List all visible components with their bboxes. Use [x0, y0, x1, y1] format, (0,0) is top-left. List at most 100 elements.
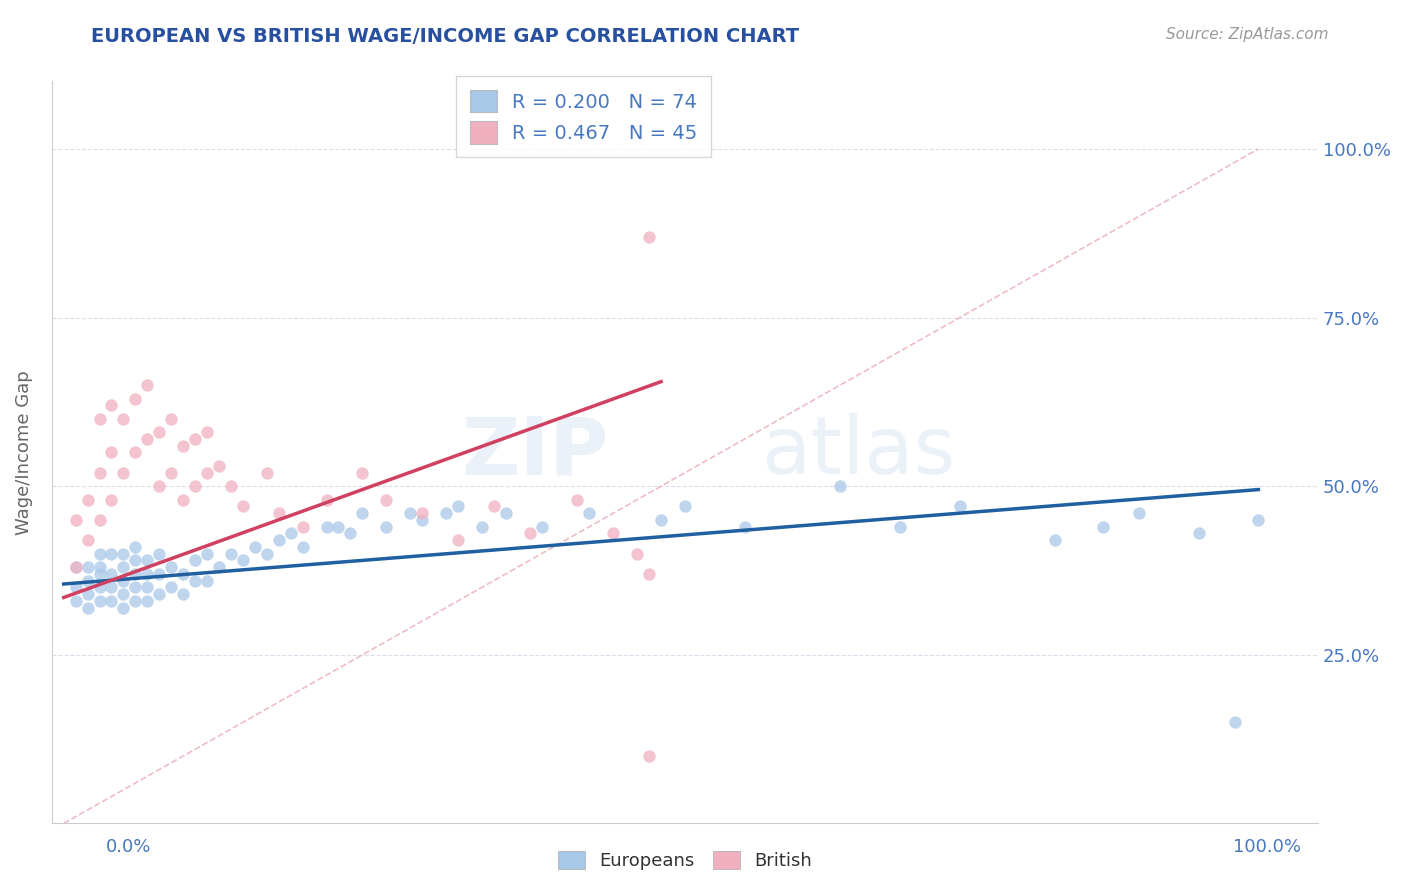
Point	[328, 519, 350, 533]
Point	[1188, 526, 1211, 541]
Point	[89, 560, 111, 574]
Point	[65, 560, 87, 574]
Point	[352, 466, 374, 480]
Point	[89, 513, 111, 527]
Point	[195, 425, 218, 440]
Point	[184, 553, 207, 567]
Point	[375, 519, 398, 533]
Point	[184, 479, 207, 493]
Point	[76, 560, 98, 574]
Point	[89, 566, 111, 581]
Point	[124, 553, 146, 567]
Point	[100, 445, 122, 459]
Point	[339, 526, 361, 541]
Point	[219, 479, 242, 493]
Point	[112, 560, 135, 574]
Point	[232, 553, 254, 567]
Point	[375, 492, 398, 507]
Point	[65, 580, 87, 594]
Point	[148, 425, 170, 440]
Point	[89, 547, 111, 561]
Point	[280, 526, 302, 541]
Point	[578, 506, 600, 520]
Text: 100.0%: 100.0%	[1233, 838, 1301, 855]
Point	[315, 492, 337, 507]
Point	[1223, 715, 1246, 730]
Point	[112, 411, 135, 425]
Point	[100, 566, 122, 581]
Point	[567, 492, 589, 507]
Point	[100, 594, 122, 608]
Y-axis label: Wage/Income Gap: Wage/Income Gap	[15, 370, 32, 535]
Point	[471, 519, 494, 533]
Point	[65, 513, 87, 527]
Point	[112, 600, 135, 615]
Point	[1045, 533, 1067, 548]
Point	[112, 547, 135, 561]
Text: ZIP: ZIP	[461, 414, 609, 491]
Point	[136, 580, 159, 594]
Point	[256, 547, 278, 561]
Point	[89, 594, 111, 608]
Point	[447, 500, 470, 514]
Text: 0.0%: 0.0%	[105, 838, 150, 855]
Point	[124, 594, 146, 608]
Point	[256, 466, 278, 480]
Point	[602, 526, 624, 541]
Point	[530, 519, 553, 533]
Point	[65, 594, 87, 608]
Point	[136, 594, 159, 608]
Point	[136, 378, 159, 392]
Point	[434, 506, 457, 520]
Point	[160, 466, 183, 480]
Point	[76, 574, 98, 588]
Point	[136, 553, 159, 567]
Point	[1092, 519, 1115, 533]
Point	[267, 533, 290, 548]
Point	[172, 439, 194, 453]
Point	[148, 587, 170, 601]
Point	[76, 492, 98, 507]
Point	[734, 519, 756, 533]
Point	[673, 500, 696, 514]
Legend: R = 0.200   N = 74, R = 0.467   N = 45: R = 0.200 N = 74, R = 0.467 N = 45	[456, 77, 711, 157]
Point	[1128, 506, 1150, 520]
Point	[148, 479, 170, 493]
Point	[100, 398, 122, 412]
Point	[76, 587, 98, 601]
Point	[172, 492, 194, 507]
Point	[136, 432, 159, 446]
Point	[232, 500, 254, 514]
Point	[195, 574, 218, 588]
Point	[124, 540, 146, 554]
Point	[89, 580, 111, 594]
Point	[638, 749, 661, 764]
Point	[208, 458, 231, 473]
Point	[195, 466, 218, 480]
Point	[195, 547, 218, 561]
Point	[89, 411, 111, 425]
Point	[172, 587, 194, 601]
Point	[626, 547, 648, 561]
Point	[148, 566, 170, 581]
Point	[100, 580, 122, 594]
Point	[124, 392, 146, 406]
Point	[291, 540, 314, 554]
Point	[124, 445, 146, 459]
Point	[482, 500, 505, 514]
Point	[76, 600, 98, 615]
Point	[267, 506, 290, 520]
Point	[1247, 513, 1270, 527]
Point	[184, 574, 207, 588]
Point	[208, 560, 231, 574]
Point	[100, 492, 122, 507]
Point	[172, 566, 194, 581]
Point	[136, 566, 159, 581]
Point	[889, 519, 911, 533]
Point	[89, 466, 111, 480]
Point	[638, 229, 661, 244]
Point	[243, 540, 266, 554]
Point	[160, 411, 183, 425]
Point	[124, 580, 146, 594]
Text: Source: ZipAtlas.com: Source: ZipAtlas.com	[1166, 27, 1329, 42]
